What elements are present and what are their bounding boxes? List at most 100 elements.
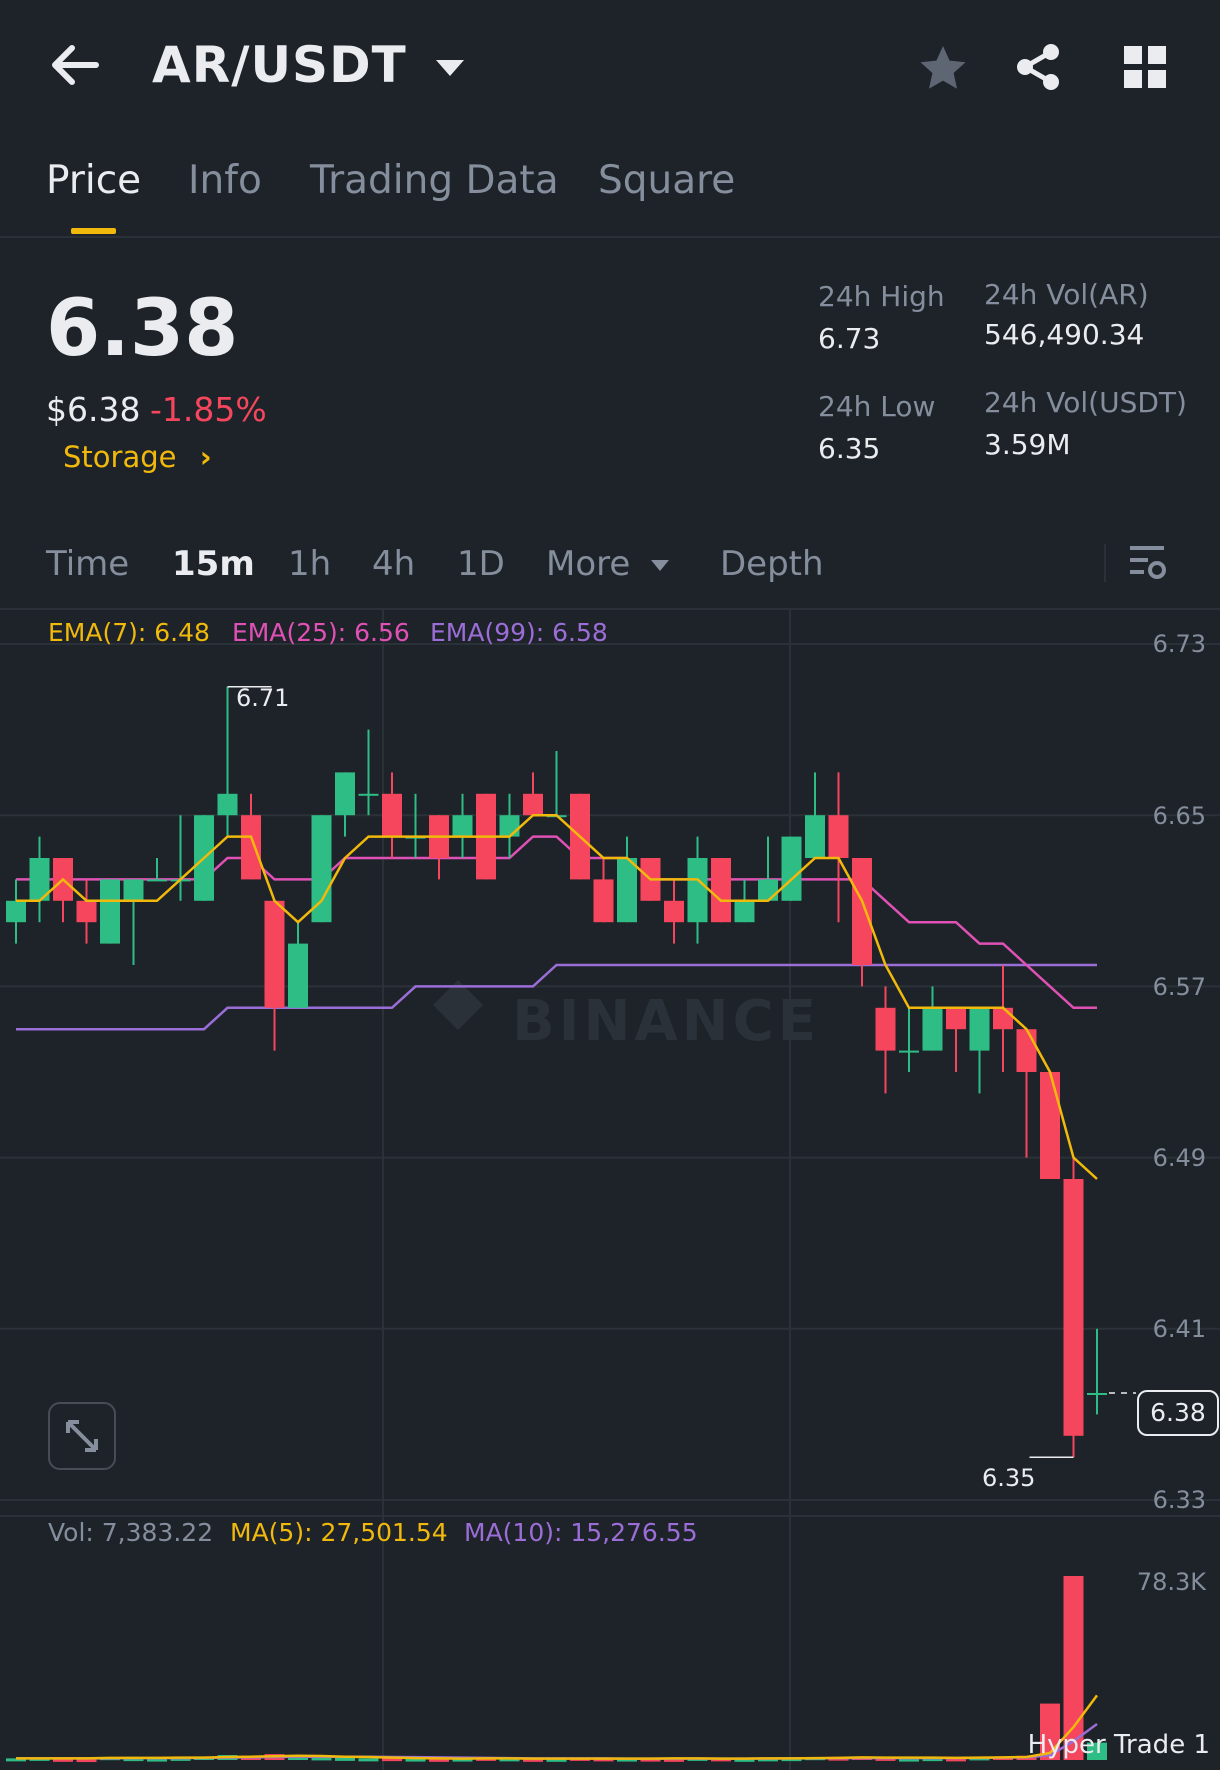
candle-body — [358, 793, 379, 796]
back-button[interactable] — [46, 40, 102, 90]
vol-ar-label: 24h Vol(AR) — [984, 278, 1149, 311]
share-icon — [1017, 44, 1059, 90]
low-marker-label: 6.35 — [982, 1464, 1036, 1492]
volume-bar — [711, 1758, 731, 1762]
volume-bar — [899, 1758, 919, 1762]
watermark: BINANCE — [512, 989, 820, 1054]
volume-bar — [523, 1758, 543, 1762]
candle-body — [687, 858, 708, 923]
volume-bar — [76, 1759, 97, 1763]
candle-body — [499, 815, 520, 837]
caret-down-icon — [436, 59, 465, 76]
pair-title[interactable]: AR/USDT — [152, 36, 467, 94]
arrow-left-icon — [52, 45, 99, 85]
volume-bar — [311, 1757, 332, 1761]
volume-bar — [946, 1758, 966, 1762]
volume-bar — [53, 1758, 73, 1762]
share-button[interactable] — [1015, 42, 1063, 92]
candle-body — [1063, 1179, 1084, 1436]
candle-body — [311, 815, 332, 923]
volume-bar — [617, 1758, 637, 1762]
tab-info[interactable]: Info — [188, 158, 262, 203]
vol-usdt-label: 24h Vol(USDT) — [984, 386, 1187, 419]
low-label: 24h Low — [818, 390, 936, 423]
tab-price[interactable]: Price — [46, 158, 142, 203]
candle-body — [76, 900, 97, 923]
candle-body — [217, 793, 238, 816]
volume-bar — [123, 1758, 144, 1762]
candle-body — [711, 858, 731, 923]
volume-bar — [358, 1758, 379, 1762]
volume-bar — [405, 1758, 426, 1762]
timeframe-15m[interactable]: 15m — [172, 544, 255, 584]
price-axis-tick: 6.73 — [1152, 630, 1206, 658]
high-value: 6.73 — [818, 322, 881, 355]
ema7-line — [16, 813, 1098, 1180]
price-axis-tick: 6.33 — [1152, 1486, 1206, 1514]
candle-body — [969, 1007, 990, 1051]
timeframe-1h[interactable]: 1h — [288, 544, 332, 584]
tab-square[interactable]: Square — [598, 158, 736, 203]
price-axis-tick: 6.49 — [1152, 1144, 1206, 1172]
volume-bar — [382, 1758, 402, 1762]
timeframe-depth[interactable]: Depth — [720, 544, 824, 584]
volume-bar — [781, 1758, 802, 1762]
footer-brand: Hyper Trade 1 — [1027, 1730, 1210, 1760]
vol-ar-value: 546,490.34 — [984, 318, 1145, 351]
timeframe-1d[interactable]: 1D — [457, 544, 505, 584]
timeframe-more[interactable]: More — [546, 544, 671, 584]
candle-body — [828, 815, 849, 858]
candle-body — [852, 858, 872, 965]
volume-bar — [429, 1758, 449, 1762]
expand-icon — [66, 1420, 98, 1452]
volume-bar — [452, 1758, 473, 1762]
volume-bar — [1063, 1576, 1084, 1760]
caret-down-icon — [651, 560, 670, 571]
price-axis-tick: 6.41 — [1152, 1315, 1206, 1343]
candle-body — [758, 879, 778, 901]
candle-body — [1016, 1029, 1037, 1072]
candlestick-chart[interactable]: BINANCE — [0, 610, 1220, 1770]
candle-body — [29, 858, 50, 901]
expand-chart-button[interactable] — [48, 1402, 116, 1470]
timeframe-time[interactable]: Time — [46, 544, 130, 584]
grid-button[interactable] — [1124, 46, 1166, 88]
candle-body — [734, 900, 755, 923]
favorite-button[interactable] — [918, 44, 968, 92]
grid-icon — [1124, 46, 1166, 88]
candle-body — [147, 879, 167, 882]
candle-body — [1087, 1393, 1107, 1395]
volume-bar — [546, 1758, 567, 1762]
tab-divider — [0, 236, 1220, 238]
volume-bar — [593, 1758, 614, 1762]
pair-label: AR/USDT — [152, 36, 407, 94]
current-price-tag: 6.38 — [1137, 1390, 1219, 1436]
ma5-label: MA(5): 27,501.54 — [230, 1518, 448, 1547]
high-label: 24h High — [818, 280, 945, 313]
price-axis-tick: 6.57 — [1152, 973, 1206, 1001]
candle-body — [523, 793, 543, 816]
price-change: -1.85% — [150, 390, 267, 429]
low-value: 6.35 — [818, 432, 881, 465]
candle-body — [922, 1007, 943, 1051]
chart-settings-button[interactable] — [1128, 542, 1168, 582]
volume-bar — [875, 1757, 896, 1761]
timeframe-4h[interactable]: 4h — [372, 544, 416, 584]
ma10-label: MA(10): 15,276.55 — [464, 1518, 698, 1547]
chart-settings-icon — [1130, 546, 1166, 579]
volume-bar — [734, 1758, 755, 1762]
candle-body — [335, 772, 355, 816]
category-tag-label: Storage — [63, 440, 177, 474]
candle-body — [100, 879, 120, 944]
volume-bar — [922, 1758, 943, 1762]
candle-body — [781, 836, 802, 901]
tab-trading-data[interactable]: Trading Data — [310, 158, 559, 203]
volume-bar — [1087, 1742, 1107, 1760]
category-tag[interactable]: Storage › — [63, 440, 212, 474]
ema25-label: EMA(25): 6.56 — [232, 618, 410, 647]
ema99-line — [16, 963, 1097, 1031]
volume-bar — [170, 1757, 191, 1761]
candle-body — [593, 879, 614, 923]
timeframe-more-label: More — [546, 544, 631, 584]
volume-ma5-line — [16, 1694, 1099, 1760]
